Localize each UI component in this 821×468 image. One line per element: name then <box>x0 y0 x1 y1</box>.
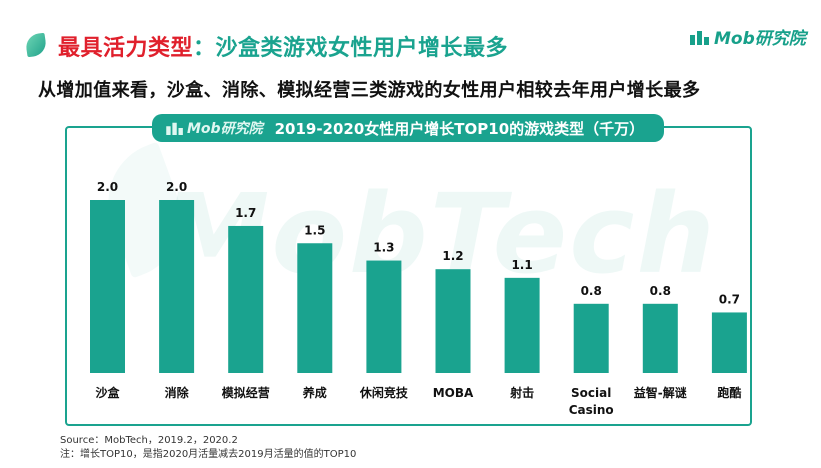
x-tick-label: 休闲竞技 <box>359 385 409 400</box>
x-tick-label: 模拟经营 <box>222 385 270 400</box>
x-tick-label: 益智-解谜 <box>634 385 688 400</box>
bar-8 <box>573 303 609 373</box>
chart-title: 2019-2020女性用户增长TOP10的游戏类型（千万） <box>274 119 645 138</box>
bar-1 <box>90 200 125 373</box>
bar-value-label: 0.8 <box>581 284 602 298</box>
bar-3 <box>228 225 264 373</box>
bar-value-label: 2.0 <box>97 180 118 194</box>
page-subtitle: 从增加值来看，沙盒、消除、模拟经营三类游戏的女性用户相较去年用户增长最多 <box>38 80 701 101</box>
brand-logo-text: Mob研究院 <box>714 29 806 49</box>
brand-bars-icon <box>166 122 183 135</box>
x-tick-label: MOBA <box>433 386 474 400</box>
bar-6 <box>435 269 471 373</box>
bar-value-label: 1.1 <box>511 258 532 272</box>
bar-value-label: 1.3 <box>373 241 394 255</box>
chart-header-logo: Mob研究院 <box>166 118 263 138</box>
page-title-highlight: 最具活力类型 <box>58 36 194 61</box>
x-tick-label: 跑酷 <box>717 385 741 400</box>
bar-2 <box>159 200 195 373</box>
bar-5 <box>366 260 402 373</box>
chart-header-bar: Mob研究院 2019-2020女性用户增长TOP10的游戏类型（千万） <box>152 114 664 142</box>
source-note: Source：MobTech，2019.2，2020.2 注：增长TOP10，是… <box>60 434 356 462</box>
bar-4 <box>297 243 333 373</box>
brand-bars-icon <box>690 30 709 45</box>
bar-7 <box>504 277 540 373</box>
bar-value-label: 0.8 <box>650 284 671 298</box>
page-title: 最具活力类型：沙盒类游戏女性用户增长最多 <box>58 30 508 62</box>
bar-value-label: 1.2 <box>442 249 463 263</box>
bar-9 <box>642 303 678 373</box>
bar-value-label: 1.5 <box>304 223 325 237</box>
x-tick-label: 射击 <box>509 385 534 400</box>
bar-10 <box>711 312 747 373</box>
footnote-line: 注：增长TOP10，是指2020月活量减去2019月活量的值的TOP10 <box>60 449 357 460</box>
x-tick-label: Casino <box>569 403 614 417</box>
x-tick-label: Social <box>571 386 611 400</box>
bar-value-label: 2.0 <box>166 180 187 194</box>
bar-value-label: 0.7 <box>719 292 740 306</box>
x-tick-label: 沙盒 <box>95 385 120 400</box>
bar-value-label: 1.7 <box>235 206 256 220</box>
x-tick-label: 养成 <box>302 385 327 400</box>
source-line: Source：MobTech，2019.2，2020.2 <box>60 435 238 446</box>
chart-header-logo-text: Mob研究院 <box>187 121 263 137</box>
page-title-rest: ：沙盒类游戏女性用户增长最多 <box>193 36 509 61</box>
brand-logo: Mob研究院 <box>690 24 806 49</box>
x-tick-label: 消除 <box>165 385 190 400</box>
